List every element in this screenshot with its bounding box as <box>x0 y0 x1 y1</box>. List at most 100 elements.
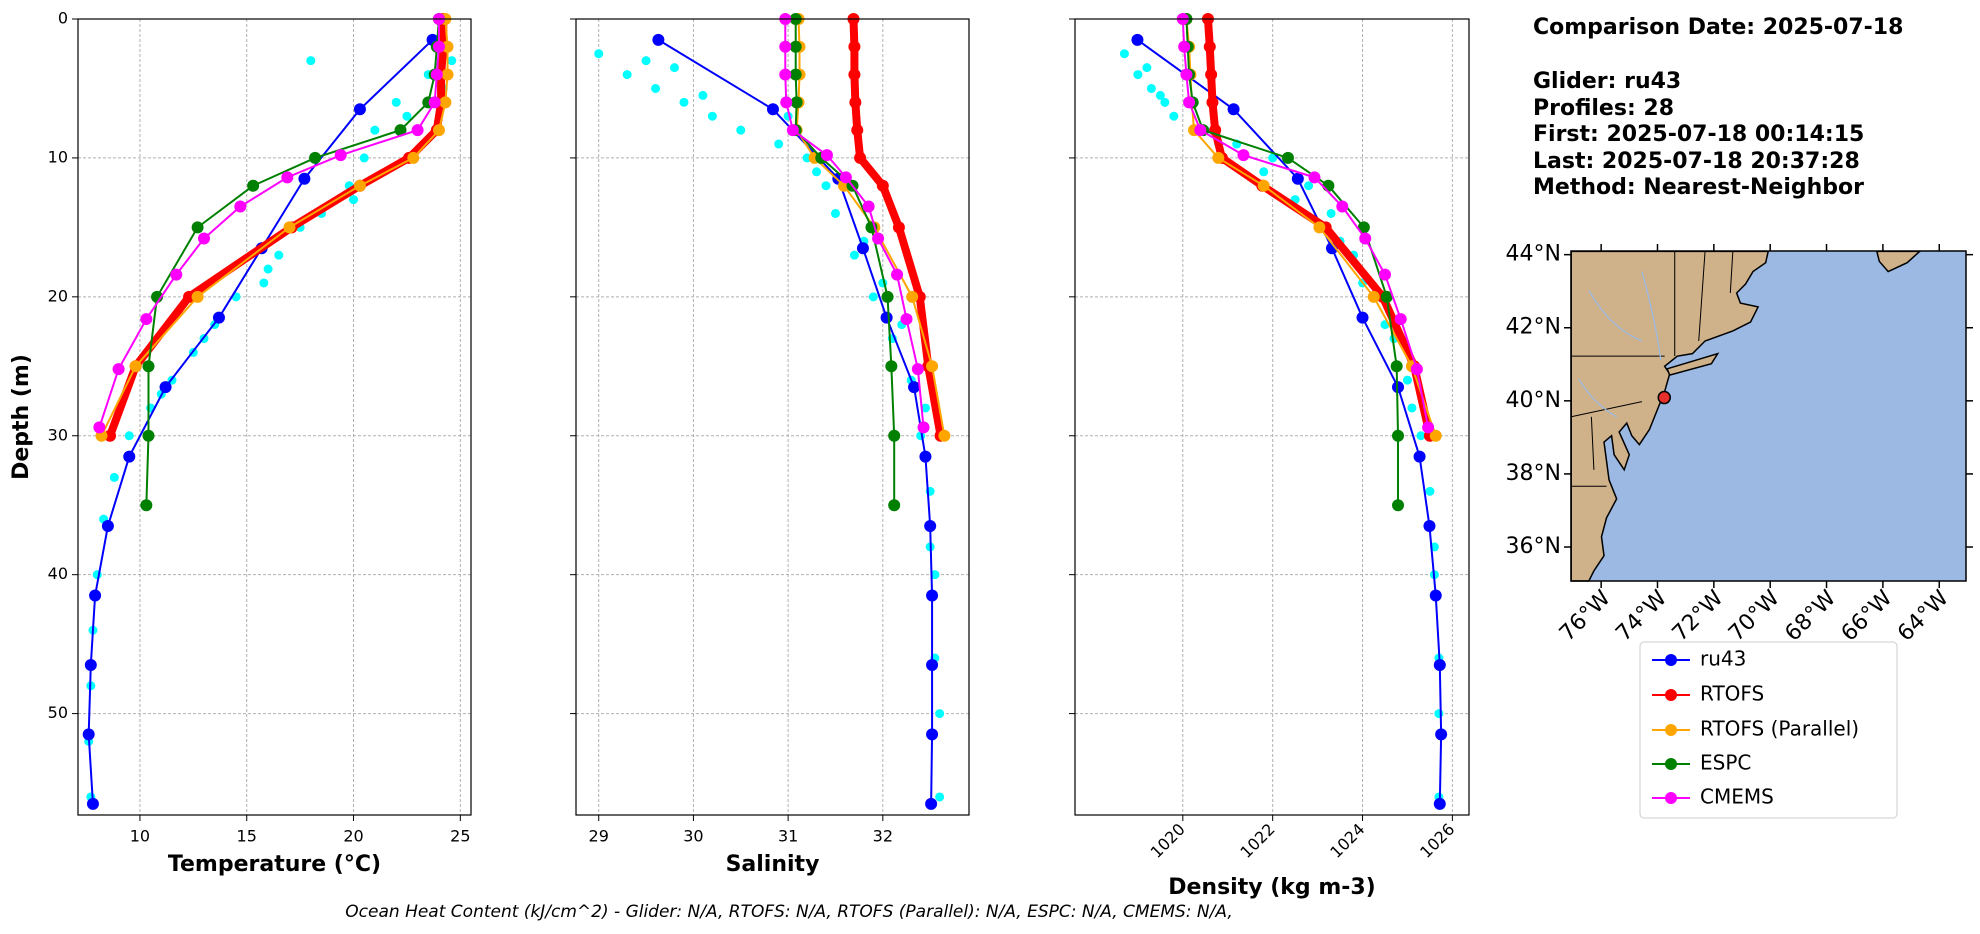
profile-marker <box>917 421 930 434</box>
profile-marker <box>283 221 296 234</box>
profile-marker <box>652 33 665 46</box>
glider-point <box>259 278 269 288</box>
glider-point <box>391 97 401 107</box>
x-tick-label: 10 <box>130 827 150 846</box>
profile-marker <box>925 797 938 810</box>
profile-marker <box>1183 96 1196 109</box>
profile-marker <box>892 221 905 234</box>
profile-marker <box>1392 429 1405 442</box>
profile-marker <box>1203 40 1216 53</box>
profile-marker <box>880 311 893 324</box>
profile-marker <box>1313 221 1326 234</box>
profile-marker <box>891 268 904 281</box>
profile-marker <box>123 450 136 463</box>
profile-marker <box>140 499 153 512</box>
profile-marker <box>101 520 114 533</box>
x-tick-label: 25 <box>450 827 470 846</box>
profile-marker <box>926 589 939 602</box>
x-tick-label: 20 <box>343 827 363 846</box>
y-tick-label: 0 <box>58 9 68 28</box>
glider-point <box>1155 90 1165 100</box>
profile-marker <box>851 124 864 137</box>
map-y-tick-label: 38°N <box>1506 461 1561 486</box>
profile-marker <box>786 124 799 137</box>
profile-marker <box>212 311 225 324</box>
footer: Ocean Heat Content (kJ/cm^2) - Glider: N… <box>345 902 1232 922</box>
legend-label: RTOFS (Parallel) <box>1700 717 1859 741</box>
profile-marker <box>1357 221 1370 234</box>
profile-marker <box>872 232 885 245</box>
profile-marker <box>93 421 106 434</box>
x-tick-label: 29 <box>589 827 609 846</box>
profile-marker <box>142 360 155 373</box>
profile-marker <box>856 242 869 255</box>
glider-point <box>109 472 119 482</box>
profile-marker <box>1180 68 1193 81</box>
glider-point <box>349 195 359 205</box>
profile-marker <box>191 290 204 303</box>
map-y-tick-label: 40°N <box>1506 388 1561 413</box>
map-x-tick-label: 70°W <box>1724 586 1785 647</box>
profile-marker <box>142 429 155 442</box>
profile-marker <box>86 797 99 810</box>
profile-marker <box>428 96 441 109</box>
profile-marker <box>1367 290 1380 303</box>
profile-marker <box>234 200 247 213</box>
profile-marker <box>876 179 889 192</box>
profile-marker <box>911 363 924 376</box>
legend-marker <box>1665 654 1677 666</box>
profile-marker <box>919 450 932 463</box>
profile-marker <box>441 68 454 81</box>
map-y-tick-label: 44°N <box>1506 242 1561 267</box>
profile-marker <box>159 381 172 394</box>
profile-marker <box>779 68 792 81</box>
profile-marker <box>198 232 211 245</box>
profile-marker <box>183 290 196 303</box>
profile-marker <box>926 658 939 671</box>
profile-line <box>145 18 440 506</box>
profile-marker <box>888 429 901 442</box>
glider-point <box>306 56 316 66</box>
info-line: Glider: ru43 <box>1533 69 1681 94</box>
glider-point <box>1146 83 1156 93</box>
glider-point <box>1407 403 1417 413</box>
x-tick-label: 30 <box>683 827 703 846</box>
profile-line <box>657 38 934 804</box>
profile-marker <box>1131 33 1144 46</box>
profile-marker <box>854 151 867 164</box>
profile-marker <box>1433 658 1446 671</box>
y-tick-label: 50 <box>48 703 68 722</box>
x-tick-label: 1026 <box>1416 820 1458 862</box>
profile-marker <box>1394 313 1407 326</box>
profile-marker <box>848 40 861 53</box>
glider-point <box>698 90 708 100</box>
glider-point <box>124 431 134 441</box>
profile-marker <box>1291 172 1304 185</box>
glider-point <box>1416 431 1426 441</box>
glider-point <box>1259 167 1269 177</box>
profile-marker <box>900 313 913 326</box>
glider-point <box>679 97 689 107</box>
glider-point <box>930 570 940 580</box>
profile-marker <box>885 360 898 373</box>
legend-label: RTOFS <box>1700 682 1764 706</box>
info-line: Comparison Date: 2025-07-18 <box>1533 15 1903 40</box>
glider-point <box>651 83 661 93</box>
profile-marker <box>766 103 779 116</box>
profile-marker <box>1308 171 1321 184</box>
profile-marker <box>839 171 852 184</box>
legend-label: CMEMS <box>1700 785 1774 809</box>
profile-marker <box>1423 520 1436 533</box>
glider-point <box>1169 111 1179 121</box>
glider-point <box>263 264 273 274</box>
profile-marker <box>1429 589 1442 602</box>
glider-point <box>1268 153 1278 163</box>
profile-marker <box>1433 797 1446 810</box>
profile-marker <box>84 658 97 671</box>
y-tick-label: 30 <box>48 425 68 444</box>
glider-point <box>1160 97 1170 107</box>
profile-marker <box>432 124 445 137</box>
profile-marker <box>129 360 142 373</box>
glider-point <box>402 111 412 121</box>
